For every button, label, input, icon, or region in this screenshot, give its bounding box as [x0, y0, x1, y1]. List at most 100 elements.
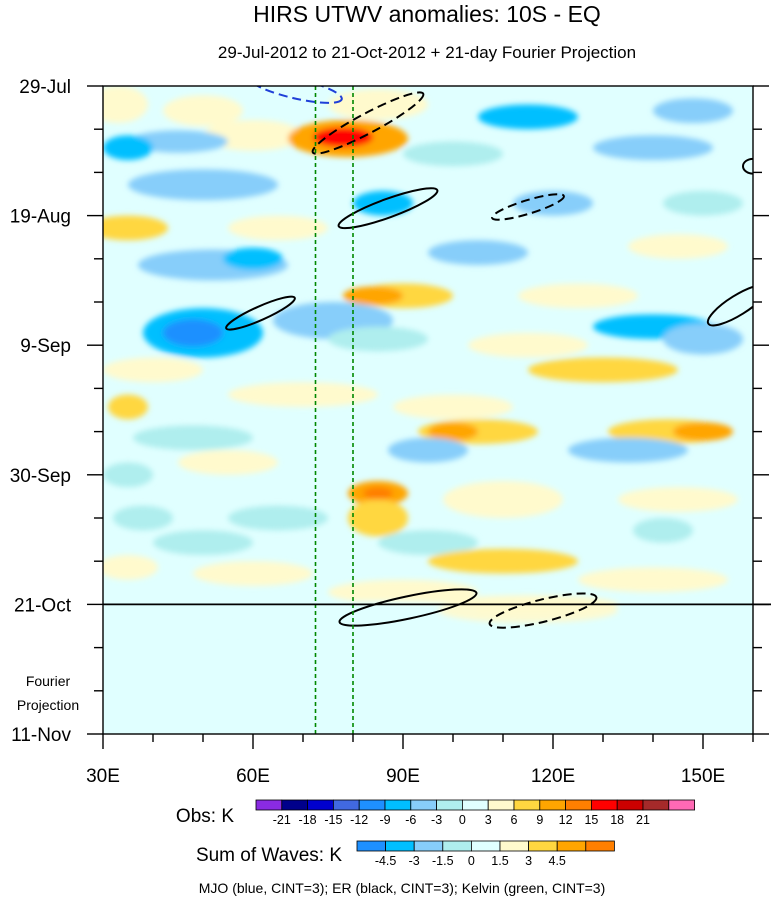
anomaly-cell [153, 530, 253, 556]
legend-swatch [616, 799, 644, 811]
anomaly-cell [628, 234, 728, 259]
reference-lines [314, 86, 354, 734]
anomaly-cell [353, 190, 413, 216]
legend-obs-label: Obs: K [176, 806, 234, 827]
legend-tick-label: 0 [468, 854, 475, 868]
wave-contour-er [742, 157, 753, 175]
anomaly-cell [103, 555, 158, 580]
legend-tick-label: -12 [350, 813, 368, 827]
anomaly-cell [528, 357, 678, 383]
anomaly-cell [513, 190, 593, 216]
anomaly-cell [103, 357, 203, 383]
wave-contour-er [337, 187, 439, 230]
legend-swatch [332, 799, 360, 811]
anomaly-cell [663, 190, 743, 216]
anomaly-cell [568, 437, 688, 463]
anomaly-field [103, 86, 743, 704]
x-tick-label: 30E [86, 766, 120, 787]
legend-tick-label: -18 [299, 813, 317, 827]
anomaly-cell [328, 89, 428, 120]
legend-tick-label: 1.5 [491, 854, 508, 868]
chart-title: HIRS UTWV anomalies: 10S - EQ [253, 1, 601, 27]
anomaly-cell [228, 382, 378, 407]
anomaly-cell [203, 119, 303, 151]
legend-swatch [513, 799, 541, 811]
anomaly-cell [128, 169, 278, 201]
anomaly-cell [593, 135, 713, 161]
anomaly-cell [328, 579, 478, 605]
anomaly-cell [378, 530, 478, 556]
legend-swatch [470, 840, 501, 852]
anomaly-cell [428, 548, 578, 574]
anomaly-cell [193, 561, 313, 586]
y-tick-label: 19-Aug [10, 207, 71, 228]
x-tick-label: 120E [531, 766, 575, 787]
anomaly-cell [328, 326, 428, 352]
legend-tick-label: 18 [610, 813, 624, 827]
anomaly-cell [223, 247, 283, 270]
plot-frame [102, 85, 754, 735]
anomaly-cell [163, 95, 243, 127]
anomaly-cell [518, 283, 638, 309]
wave-contour-er [311, 91, 425, 155]
x-tick-label: 60E [236, 766, 270, 787]
legend-swatch [487, 799, 515, 811]
anomaly-cell [428, 240, 528, 265]
wave-contour-er [338, 588, 478, 627]
anomaly-cell [428, 422, 478, 441]
legend-tick-label: 21 [636, 813, 650, 827]
legend-swatch [307, 799, 334, 811]
legend-swatch [410, 799, 437, 811]
projection-label-line1: Fourier [26, 673, 71, 689]
legend-tick-label: 9 [536, 813, 543, 827]
anomaly-cell [663, 323, 743, 355]
legend-tick-label: 0 [459, 813, 466, 827]
wave-contour-er [488, 592, 598, 629]
legend-tick-label: 12 [559, 813, 573, 827]
legend-tick-label: -15 [324, 813, 342, 827]
legend-obs: -21 -18 -15 -12 -9 -6 -3 0 3 6 9 12 15 18 21 [255, 799, 695, 827]
anomaly-cell [468, 332, 588, 358]
wave-contour-er [225, 295, 296, 331]
legend-tick-label: 4.5 [549, 854, 566, 868]
anomaly-cell [673, 422, 733, 441]
anomaly-cell [478, 104, 578, 130]
legend-swatch [556, 840, 587, 852]
legend-swatch [461, 799, 489, 811]
anomaly-cell [128, 130, 228, 153]
legend-tick-label: 6 [511, 813, 518, 827]
plot-area [103, 86, 753, 734]
legend-tick-label: 3 [485, 813, 492, 827]
x-tick-label: 150E [681, 766, 725, 787]
legend-swatch [385, 840, 415, 852]
legend-tick-label: -3 [431, 813, 442, 827]
anomaly-cell [163, 319, 223, 347]
legend-swatch [528, 840, 558, 852]
anomaly-cell [618, 487, 738, 512]
legend-waves-label: Sum of Waves: K [196, 845, 342, 866]
anomaly-cell [103, 135, 153, 161]
projection-cell [228, 666, 628, 704]
anomaly-cell [403, 141, 503, 167]
wave-contour-er [706, 283, 753, 327]
anomaly-cell [103, 215, 168, 241]
anomaly-cell [313, 127, 373, 148]
anomaly-cell [393, 394, 513, 420]
x-tick-label: 90E [386, 766, 420, 787]
wave-contour-er [491, 193, 565, 221]
legend-swatch [436, 799, 463, 811]
projection-label-line2: Projection [17, 697, 79, 713]
y-tick-label: 21-Oct [14, 595, 72, 616]
y-tick-label: 29-Jul [19, 77, 71, 98]
projection-cell [138, 613, 318, 645]
legend-tick-label: -21 [273, 813, 291, 827]
chart-subtitle: 29-Jul-2012 to 21-Oct-2012 + 21-day Four… [218, 43, 636, 62]
anomaly-cell [133, 425, 253, 451]
legend-swatch [413, 840, 444, 852]
legend-swatch [499, 840, 530, 852]
legend-tick-label: 15 [584, 813, 598, 827]
anomaly-cell [363, 487, 393, 500]
footnote: MJO (blue, CINT=3); ER (black, CINT=3); … [199, 880, 606, 896]
legend-tick-label: -9 [379, 813, 390, 827]
